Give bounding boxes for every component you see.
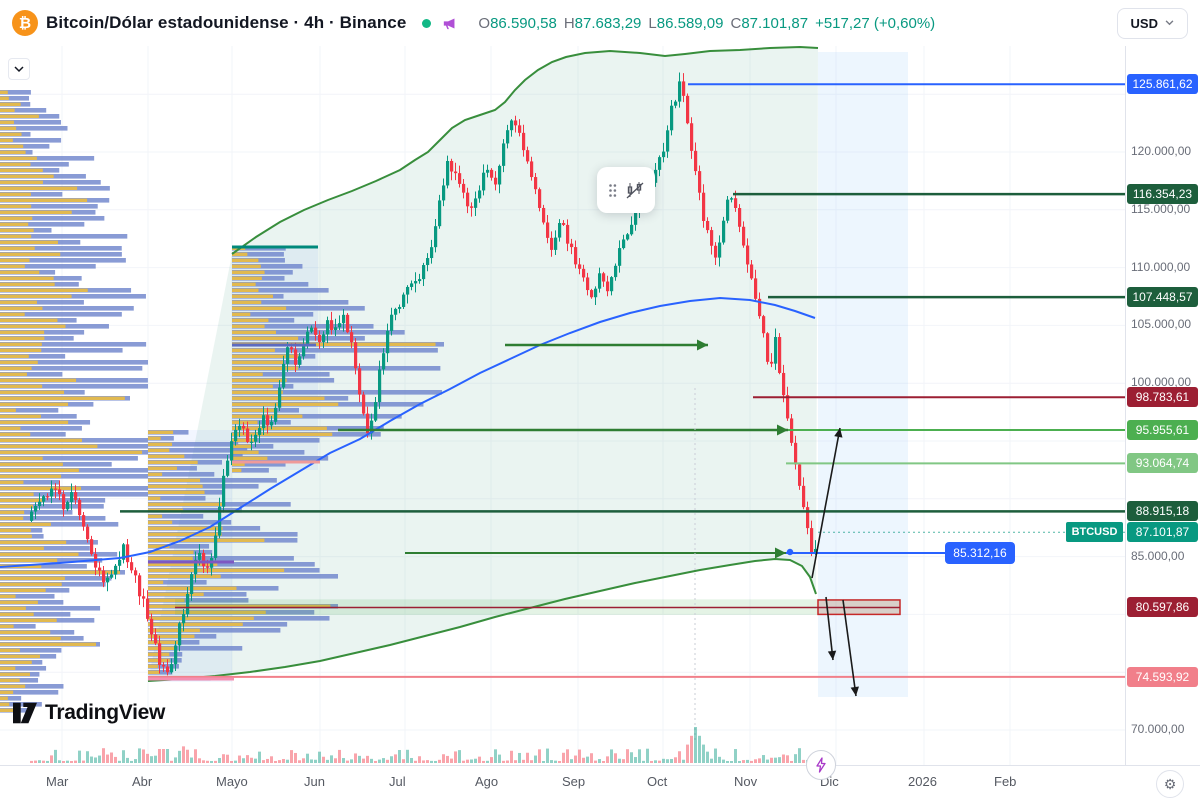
price-tick-label: 85.000,00 xyxy=(1131,548,1185,563)
price-tick-label: 110.000,00 xyxy=(1131,259,1191,274)
time-axis-label: Mayo xyxy=(216,774,248,789)
bitcoin-icon: ₿ xyxy=(12,10,38,36)
price-level-badge: 88.915,18 xyxy=(1127,501,1198,522)
price-alert-label: 85.312,16 xyxy=(945,541,1015,564)
price-tick-label: 70.000,00 xyxy=(1131,722,1185,736)
currency-label: USD xyxy=(1130,15,1158,31)
price-tick-label: 120.000,00 xyxy=(1131,144,1192,158)
low-label: L xyxy=(648,14,657,32)
price-level-badge: 116.354,23 xyxy=(1127,184,1198,205)
time-axis-label: Oct xyxy=(647,774,668,789)
price-tick-label: 100.000,00 xyxy=(1131,375,1192,390)
price-level-badge: 95.955,61 xyxy=(1127,419,1198,440)
change-value: +517,27 (+0,60%) xyxy=(815,14,936,32)
time-axis-label: Jun xyxy=(304,774,325,789)
price-level-badge: 98.783,61 xyxy=(1127,387,1198,408)
time-axis-label: 2026 xyxy=(908,774,937,789)
open-value: 86.590,58 xyxy=(490,14,557,32)
lightning-button[interactable] xyxy=(806,750,836,780)
price-level-badge: 107.448,57 xyxy=(1127,287,1198,308)
time-axis-label: Jul xyxy=(389,774,406,789)
time-axis[interactable]: ⚙ Mar Abr Mayo Jun Jul Ago Sep Oct Nov Dic 2026 Feb xyxy=(0,765,1200,801)
currency-selector[interactable]: USD xyxy=(1116,7,1188,39)
time-axis-label: Nov xyxy=(734,774,758,789)
close-value: 87.101,87 xyxy=(741,14,809,32)
high-value: 87.683,29 xyxy=(574,14,642,32)
price-level-badge: 74.593,92 xyxy=(1127,666,1198,687)
lightning-bolt-icon xyxy=(816,757,826,773)
price-level-badge: 80.597,86 xyxy=(1127,597,1198,618)
settings-gear-icon[interactable]: ⚙ xyxy=(1156,770,1184,798)
price-tick-label: 115.000,00 xyxy=(1131,201,1191,216)
tradingview-logo-icon xyxy=(13,702,37,724)
symbol-header: ₿ Bitcoin/Dólar estadounidense · 4h · Bi… xyxy=(0,0,1200,46)
drawing-float-toolbar[interactable] xyxy=(597,167,655,213)
price-level-badge: 125.861,62 xyxy=(1127,74,1198,95)
price-level-badge: 93.064,74 xyxy=(1127,453,1198,474)
symbol-title[interactable]: Bitcoin/Dólar estadounidense · 4h · Bina… xyxy=(46,13,407,32)
ohlc-readout: O86.590,58 H87.683,29 L86.589,09 C87.101… xyxy=(478,15,935,32)
current-symbol-chip: BTCUSD xyxy=(1066,522,1123,543)
time-axis-label: Sep xyxy=(562,774,586,789)
open-label: O xyxy=(478,14,491,32)
tradingview-watermark: TradingView xyxy=(12,701,165,725)
high-label: H xyxy=(563,14,575,32)
chevron-down-icon xyxy=(1165,20,1174,26)
symbol-collapse-button[interactable] xyxy=(8,58,30,80)
time-axis-label: Abr xyxy=(132,774,153,789)
chevron-down-icon xyxy=(14,65,24,72)
price-tick-label: 105.000,00 xyxy=(1131,317,1192,332)
time-axis-label: Ago xyxy=(475,774,499,789)
close-label: C xyxy=(730,14,742,32)
drag-handle-icon[interactable] xyxy=(608,183,617,198)
candlestick-pattern-tool-icon[interactable] xyxy=(625,180,645,200)
current-price-badge: 87.101,87 xyxy=(1127,522,1198,543)
time-axis-label: Feb xyxy=(994,774,1017,789)
megaphone-icon[interactable] xyxy=(441,15,458,32)
low-value: 86.589,09 xyxy=(656,14,724,32)
watermark-text: TradingView xyxy=(45,701,166,724)
market-status-dot-icon xyxy=(422,18,432,28)
time-axis-label: Mar xyxy=(46,774,69,789)
